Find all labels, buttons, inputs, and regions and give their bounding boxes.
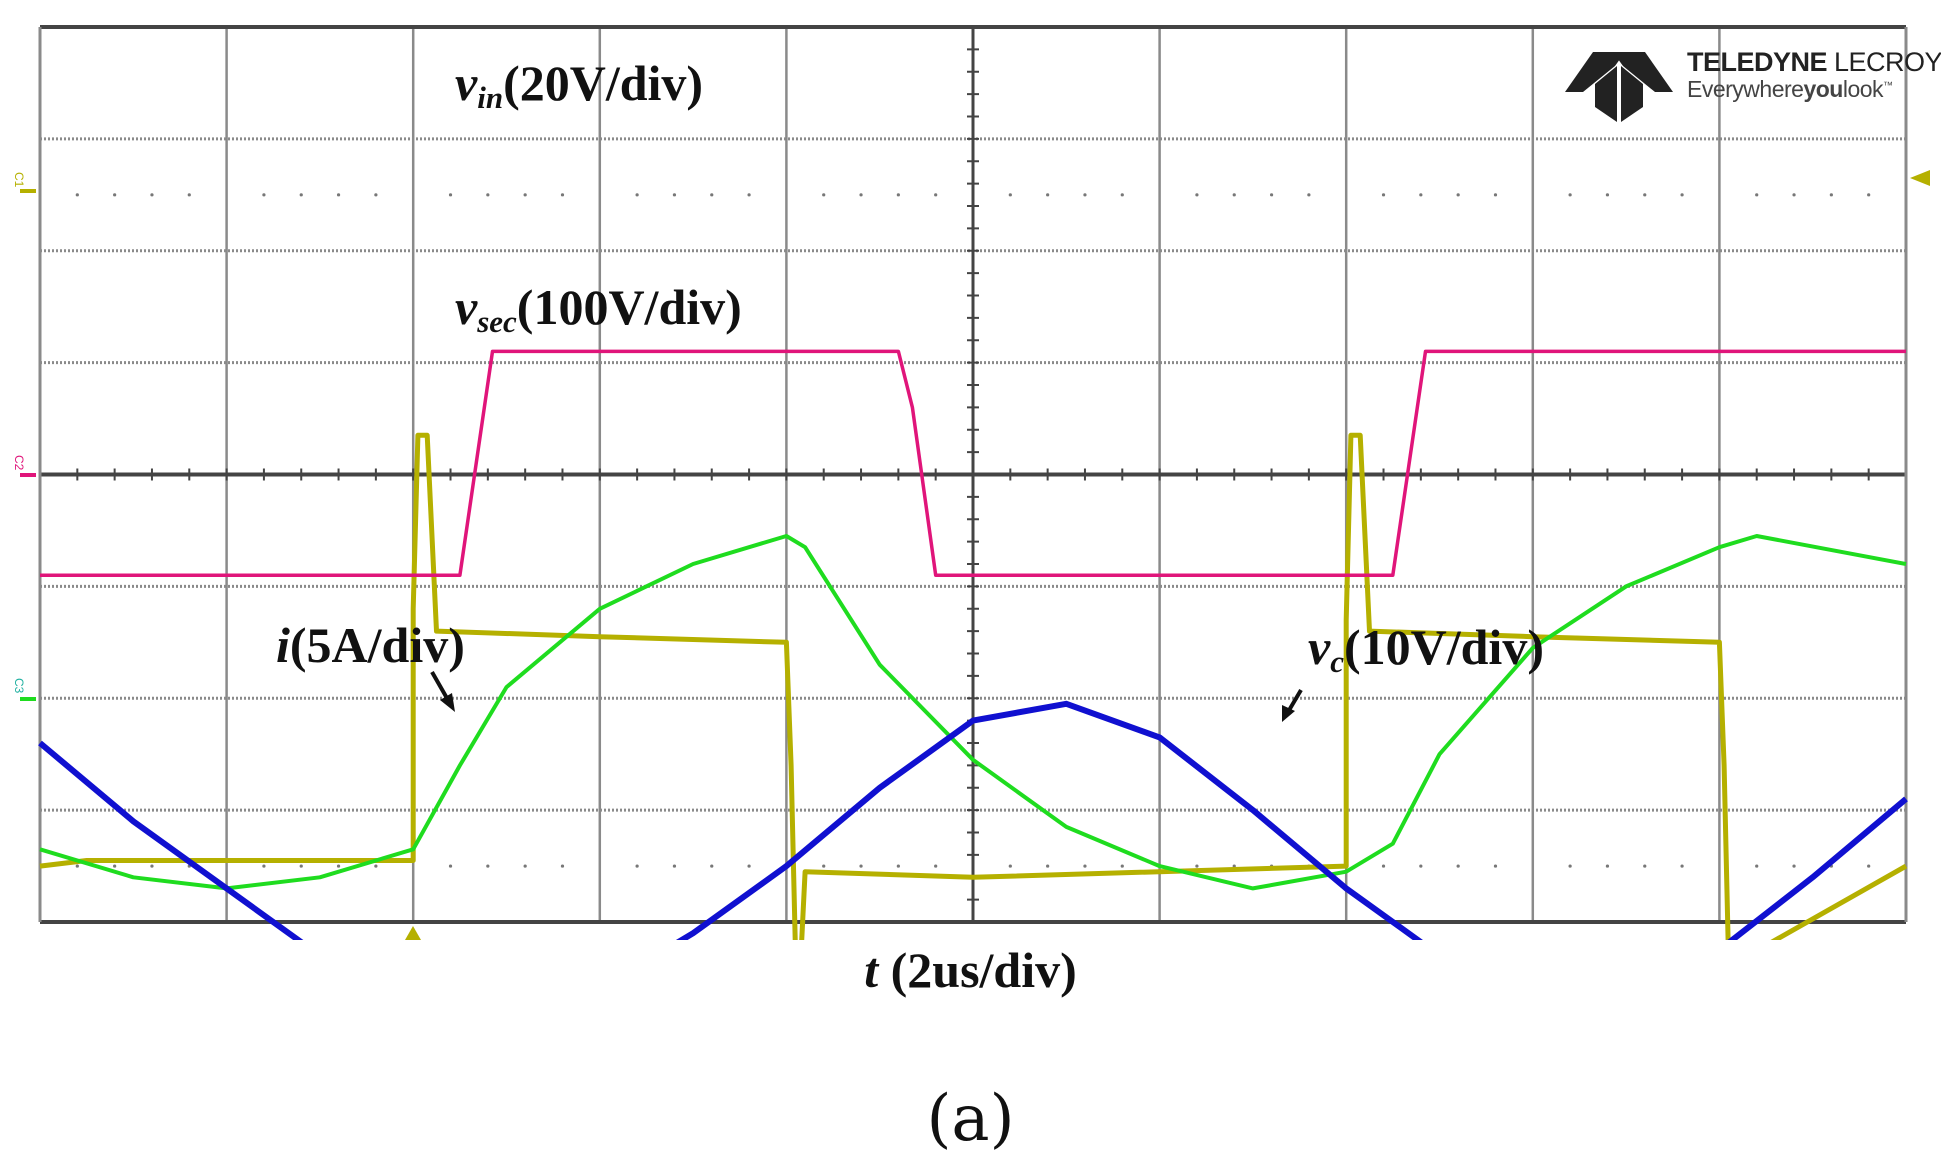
trace-vin [39,432,1908,940]
trace-vsec [40,349,1906,577]
label-vin: vin(20V/div) [455,55,704,115]
logo-tagline: Everywhereyoulook™ [1687,76,1893,102]
oscilloscope-plot [20,25,1930,940]
teledyne-logo-icon [1565,52,1673,122]
label-vsec: vsec(100V/div) [455,279,742,339]
trace-current-i [39,534,1907,891]
channel-label-c3: C3 [12,678,26,694]
grid-dots [75,193,1871,868]
channel-label-c1: C1 [12,172,26,188]
center-axes [40,27,1906,922]
figure-caption: (a) [926,1082,1015,1156]
channel-label-c2: C2 [12,455,26,471]
arrow-to-vc-trace [1282,688,1303,722]
trace-vc [38,700,1908,940]
label-current-i: i(5A/div) [276,617,465,673]
arrow-to-i-trace [430,671,455,712]
label-vc: vc(10V/div) [1308,619,1544,679]
trigger-position-marker [405,926,421,940]
x-axis-label: t (2us/div) [864,942,1077,998]
logo-brand: TELEDYNE LECROY [1687,47,1941,77]
trigger-level-marker [1910,170,1930,186]
